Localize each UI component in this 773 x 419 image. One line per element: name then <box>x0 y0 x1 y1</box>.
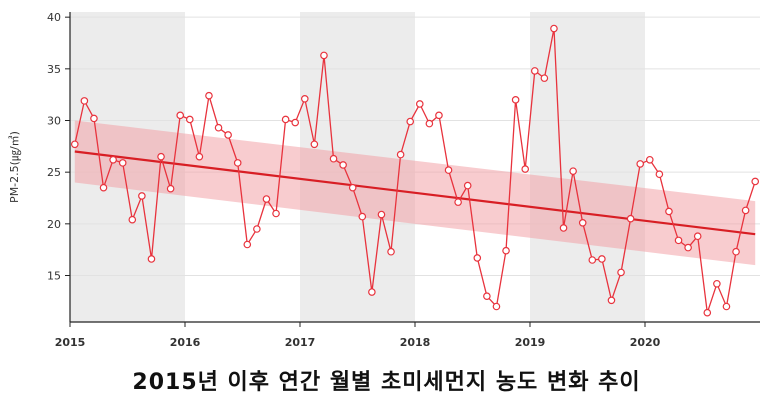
data-point <box>253 225 261 233</box>
data-point <box>502 246 510 255</box>
data-point <box>128 215 137 224</box>
data-point <box>674 236 683 245</box>
y-tick-label: 35 <box>47 63 61 76</box>
chart-title: 2015년 이후 연간 월별 초미세먼지 농도 변화 추이 <box>132 370 641 395</box>
data-points <box>70 24 760 317</box>
data-point <box>387 247 395 256</box>
data-point <box>281 115 290 124</box>
data-point <box>444 166 453 174</box>
data-point <box>454 198 462 206</box>
data-point <box>300 95 309 103</box>
trend-line <box>74 150 756 236</box>
data-point <box>463 181 472 190</box>
trend-line-path <box>74 150 756 236</box>
data-point <box>243 240 252 249</box>
data-point <box>578 219 587 227</box>
data-point <box>540 74 549 82</box>
data-point <box>607 296 616 305</box>
data-point <box>272 209 280 218</box>
data-point <box>339 161 347 169</box>
data-point <box>473 254 482 262</box>
data-point <box>425 119 434 128</box>
chart: 15 20 25 30 35 40 2015 2016 2017 2018 2019 2020 PM… <box>8 11 760 349</box>
data-point <box>406 117 415 126</box>
data-point <box>138 192 146 200</box>
data-point <box>636 160 645 168</box>
data-point <box>358 212 367 221</box>
data-point <box>99 183 108 192</box>
data-point <box>741 206 750 215</box>
x-tick-label: 2017 <box>285 336 316 349</box>
data-point <box>90 114 98 123</box>
data-point <box>559 224 568 232</box>
data-point <box>166 184 175 193</box>
data-point <box>320 51 328 60</box>
data-point <box>415 100 424 108</box>
shade-2019 <box>530 12 645 322</box>
x-tick-label: 2016 <box>170 336 201 349</box>
data-point <box>693 232 702 241</box>
data-point <box>483 292 491 300</box>
data-point <box>118 159 127 167</box>
data-point <box>80 97 89 105</box>
x-tick-label: 2019 <box>515 336 546 349</box>
data-point <box>109 155 117 164</box>
data-point <box>348 183 357 192</box>
y-tick-label: 40 <box>47 11 61 24</box>
data-point <box>655 170 664 179</box>
data-point <box>617 268 625 277</box>
data-point <box>530 67 539 75</box>
y-tick-label: 25 <box>47 166 61 179</box>
data-point <box>368 288 376 296</box>
data-point <box>684 243 692 252</box>
data-point <box>492 302 501 311</box>
y-tick-label: 15 <box>47 270 61 283</box>
x-tick-label: 2020 <box>630 336 661 349</box>
data-point <box>569 167 577 175</box>
data-point <box>751 177 760 186</box>
data-point <box>377 210 386 219</box>
data-point <box>588 256 597 264</box>
y-tick-label: 20 <box>47 218 61 231</box>
data-point <box>70 140 79 149</box>
data-point <box>233 159 242 167</box>
y-ticks: 15 20 25 30 35 40 <box>47 11 70 283</box>
data-point <box>598 255 606 263</box>
x-tick-label: 2015 <box>55 336 86 349</box>
data-point <box>732 247 740 256</box>
data-point <box>550 24 558 33</box>
data-point <box>626 214 635 223</box>
y-axis-label: PM-2.5(㎍/㎥) <box>8 131 21 203</box>
data-point <box>713 279 721 288</box>
data-point <box>511 96 520 104</box>
data-point <box>665 207 673 216</box>
data-point <box>214 123 223 132</box>
data-point <box>147 255 156 263</box>
data-point <box>205 91 213 100</box>
data-point <box>185 115 194 124</box>
data-point <box>645 155 654 164</box>
data-point <box>262 195 271 203</box>
data-point <box>396 150 405 159</box>
x-tick-label: 2018 <box>400 336 431 349</box>
data-point <box>224 131 232 139</box>
data-point <box>291 118 300 127</box>
data-point <box>521 165 530 173</box>
x-ticks: 2015 2016 2017 2018 2019 2020 <box>55 322 661 349</box>
y-tick-label: 30 <box>47 115 61 128</box>
data-point <box>310 140 319 149</box>
data-point <box>329 154 338 163</box>
data-point <box>435 111 443 120</box>
data-point <box>703 308 712 317</box>
data-point <box>722 302 731 311</box>
data-point <box>157 152 165 161</box>
data-point <box>195 152 204 161</box>
data-point <box>176 111 185 120</box>
